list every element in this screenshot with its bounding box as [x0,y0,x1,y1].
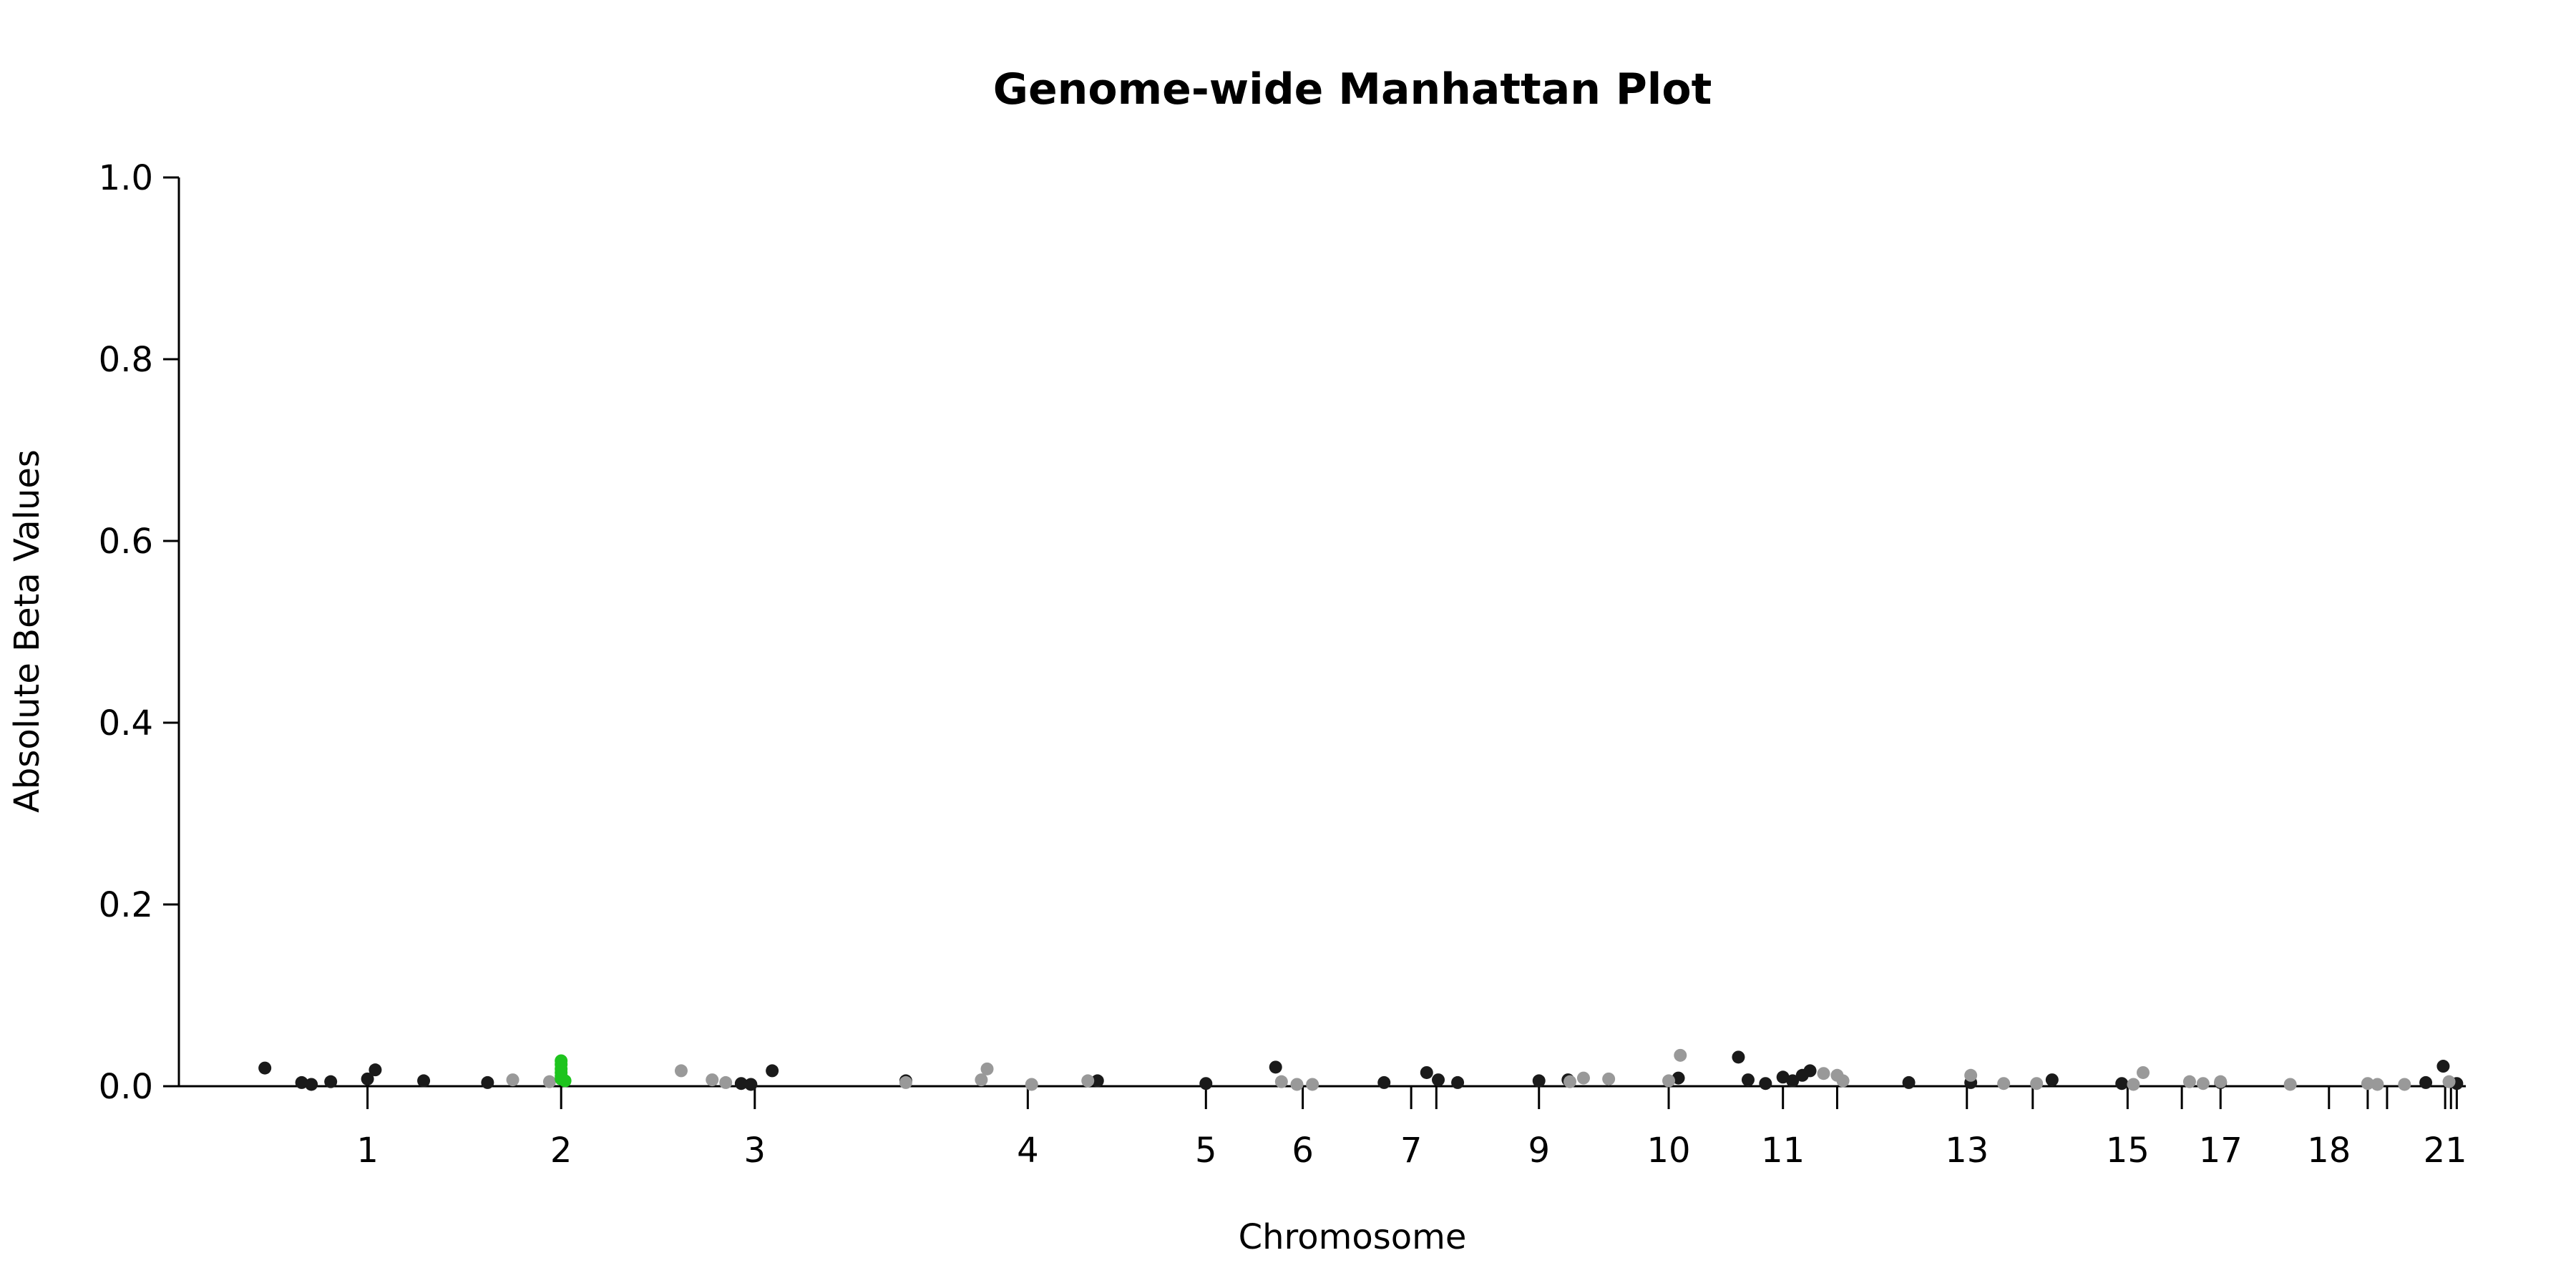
data-point [674,1064,688,1078]
data-point [1091,1074,1104,1088]
data-point [2361,1077,2374,1091]
y-axis: 0.0 0.2 0.4 0.6 0.8 1.0 [99,158,180,1107]
data-point [1672,1071,1685,1085]
x-tick-label: 15 [2106,1131,2150,1171]
data-point [1290,1078,1304,1091]
data-point [899,1075,912,1089]
x-axis: 1 2 3 4 5 6 7 9 10 11 13 15 17 18 21 [179,1085,2467,1171]
x-tick-label: 9 [1528,1131,1550,1171]
data-point [369,1063,382,1077]
data-point [2214,1075,2228,1088]
data-point [1420,1065,1433,1079]
data-point [1836,1074,1850,1088]
x-tick-label: 1 [356,1131,379,1171]
x-tick-label: 18 [2307,1131,2351,1171]
data-point [2115,1077,2129,1091]
data-point [2030,1077,2044,1091]
x-tick-label: 4 [1017,1131,1039,1171]
y-tick-label: 0.6 [99,522,153,562]
x-tick-label: 3 [744,1131,766,1171]
data-point [2045,1073,2059,1087]
data-point [1563,1075,1577,1088]
data-point [1432,1073,1445,1087]
chart-title: Genome-wide Manhattan Plot [993,64,1712,114]
data-point [2283,1078,2297,1091]
data-point [2436,1060,2450,1073]
data-point [1306,1078,1319,1091]
data-point [324,1075,338,1088]
x-axis-label: Chromosome [1239,1217,1467,1257]
data-point [1576,1071,1590,1085]
data-point [2371,1078,2384,1091]
data-point [734,1077,748,1091]
data-point [1759,1077,1772,1091]
data-point [2419,1075,2433,1089]
data-point [2196,1077,2210,1091]
data-point [1997,1077,2011,1091]
x-tick-label: 7 [1400,1131,1423,1171]
data-point [706,1073,719,1087]
x-tick-label: 21 [2424,1131,2467,1171]
data-points [258,1048,2464,1091]
data-point [542,1075,556,1088]
data-point [1732,1050,1745,1064]
data-point [258,1061,272,1075]
y-tick-label: 1.0 [99,158,153,198]
x-tick-label: 6 [1292,1131,1314,1171]
x-tick-label: 17 [2199,1131,2243,1171]
data-point [980,1062,994,1075]
x-tick-label: 5 [1195,1131,1217,1171]
data-point [1662,1074,1676,1088]
data-point [975,1073,988,1087]
data-point [719,1075,733,1089]
data-point [766,1064,779,1078]
data-point [1081,1074,1095,1088]
y-tick-label: 0.2 [99,885,153,925]
data-point [1274,1075,1288,1088]
y-axis-label: Absolute Beta Values [7,449,47,813]
data-point [1674,1048,1687,1062]
data-point [1817,1067,1830,1080]
data-point [1025,1078,1038,1091]
data-point [2398,1078,2411,1091]
x-tick-label: 13 [1945,1131,1989,1171]
x-tick-label: 2 [550,1131,572,1171]
y-tick-label: 0.0 [99,1067,153,1107]
x-tick-label: 11 [1761,1131,1805,1171]
data-point [1964,1068,1978,1082]
data-point [361,1072,374,1085]
data-point [481,1075,494,1089]
x-tick-label: 10 [1646,1131,1690,1171]
data-point [2182,1075,2196,1088]
y-tick-label: 0.4 [99,703,153,743]
data-point [558,1074,572,1088]
data-point [1451,1075,1465,1089]
data-point [2137,1065,2150,1079]
data-point [1741,1073,1755,1087]
data-point [2127,1078,2140,1091]
data-point [1902,1075,1916,1089]
data-point [1199,1077,1213,1091]
data-point [1803,1064,1817,1078]
data-point [417,1074,431,1088]
data-point [744,1078,758,1091]
data-point [1602,1072,1616,1085]
data-point [2442,1075,2456,1088]
data-point [305,1078,318,1091]
data-point [1269,1060,1282,1074]
data-point [1786,1074,1800,1088]
data-point [295,1075,308,1089]
y-tick-label: 0.8 [99,340,153,380]
data-point [1776,1070,1790,1084]
data-point [1532,1074,1546,1088]
data-point [1377,1075,1391,1089]
data-point [506,1073,519,1087]
